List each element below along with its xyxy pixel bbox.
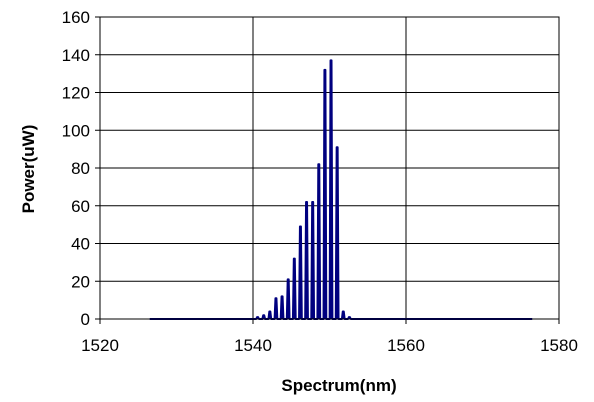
power-series xyxy=(149,59,533,320)
y-tick-label: 100 xyxy=(62,121,90,140)
y-tick-label: 80 xyxy=(71,159,90,178)
y-tick-labels: 0 20 40 60 80 100 120 140 160 xyxy=(62,8,90,329)
y-tick-label: 140 xyxy=(62,46,90,65)
y-axis-title: Power(uW) xyxy=(19,125,38,214)
y-tick-label: 120 xyxy=(62,84,90,103)
y-tick-label: 60 xyxy=(71,197,90,216)
plot-frame xyxy=(95,16,560,324)
x-tick-labels: 1520 1540 1560 1580 xyxy=(81,336,578,355)
y-tick-label: 160 xyxy=(62,8,90,27)
x-axis-title: Spectrum(nm) xyxy=(281,376,396,395)
y-tick-label: 20 xyxy=(71,272,90,291)
x-tick-label: 1580 xyxy=(540,336,578,355)
y-tick-label: 0 xyxy=(81,310,90,329)
x-tick-label: 1560 xyxy=(387,336,425,355)
y-tick-label: 40 xyxy=(71,235,90,254)
series-line xyxy=(149,59,533,320)
x-tick-label: 1540 xyxy=(234,336,272,355)
x-tick-label: 1520 xyxy=(81,336,119,355)
